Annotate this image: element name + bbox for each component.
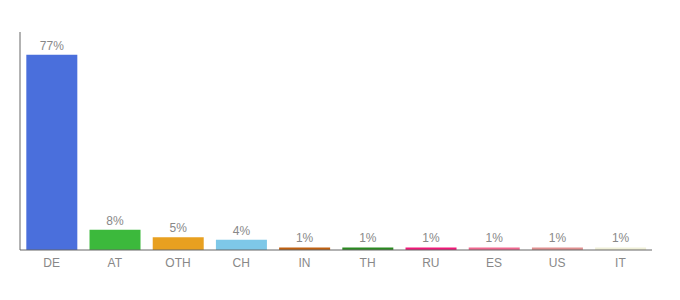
svg-text:ES: ES [486,256,502,270]
svg-text:5%: 5% [170,221,188,235]
svg-text:OTH: OTH [165,256,190,270]
svg-text:1%: 1% [612,231,630,245]
svg-text:IN: IN [298,256,310,270]
svg-text:IT: IT [615,256,626,270]
svg-text:1%: 1% [422,231,440,245]
svg-text:DE: DE [43,256,60,270]
svg-text:1%: 1% [486,231,504,245]
svg-text:1%: 1% [296,231,314,245]
svg-text:TH: TH [360,256,376,270]
svg-text:RU: RU [422,256,439,270]
svg-text:AT: AT [108,256,123,270]
svg-text:CH: CH [233,256,250,270]
svg-text:4%: 4% [233,224,251,238]
svg-text:1%: 1% [549,231,567,245]
svg-text:US: US [549,256,566,270]
svg-text:77%: 77% [40,39,64,53]
svg-text:1%: 1% [359,231,377,245]
svg-text:8%: 8% [106,214,124,228]
